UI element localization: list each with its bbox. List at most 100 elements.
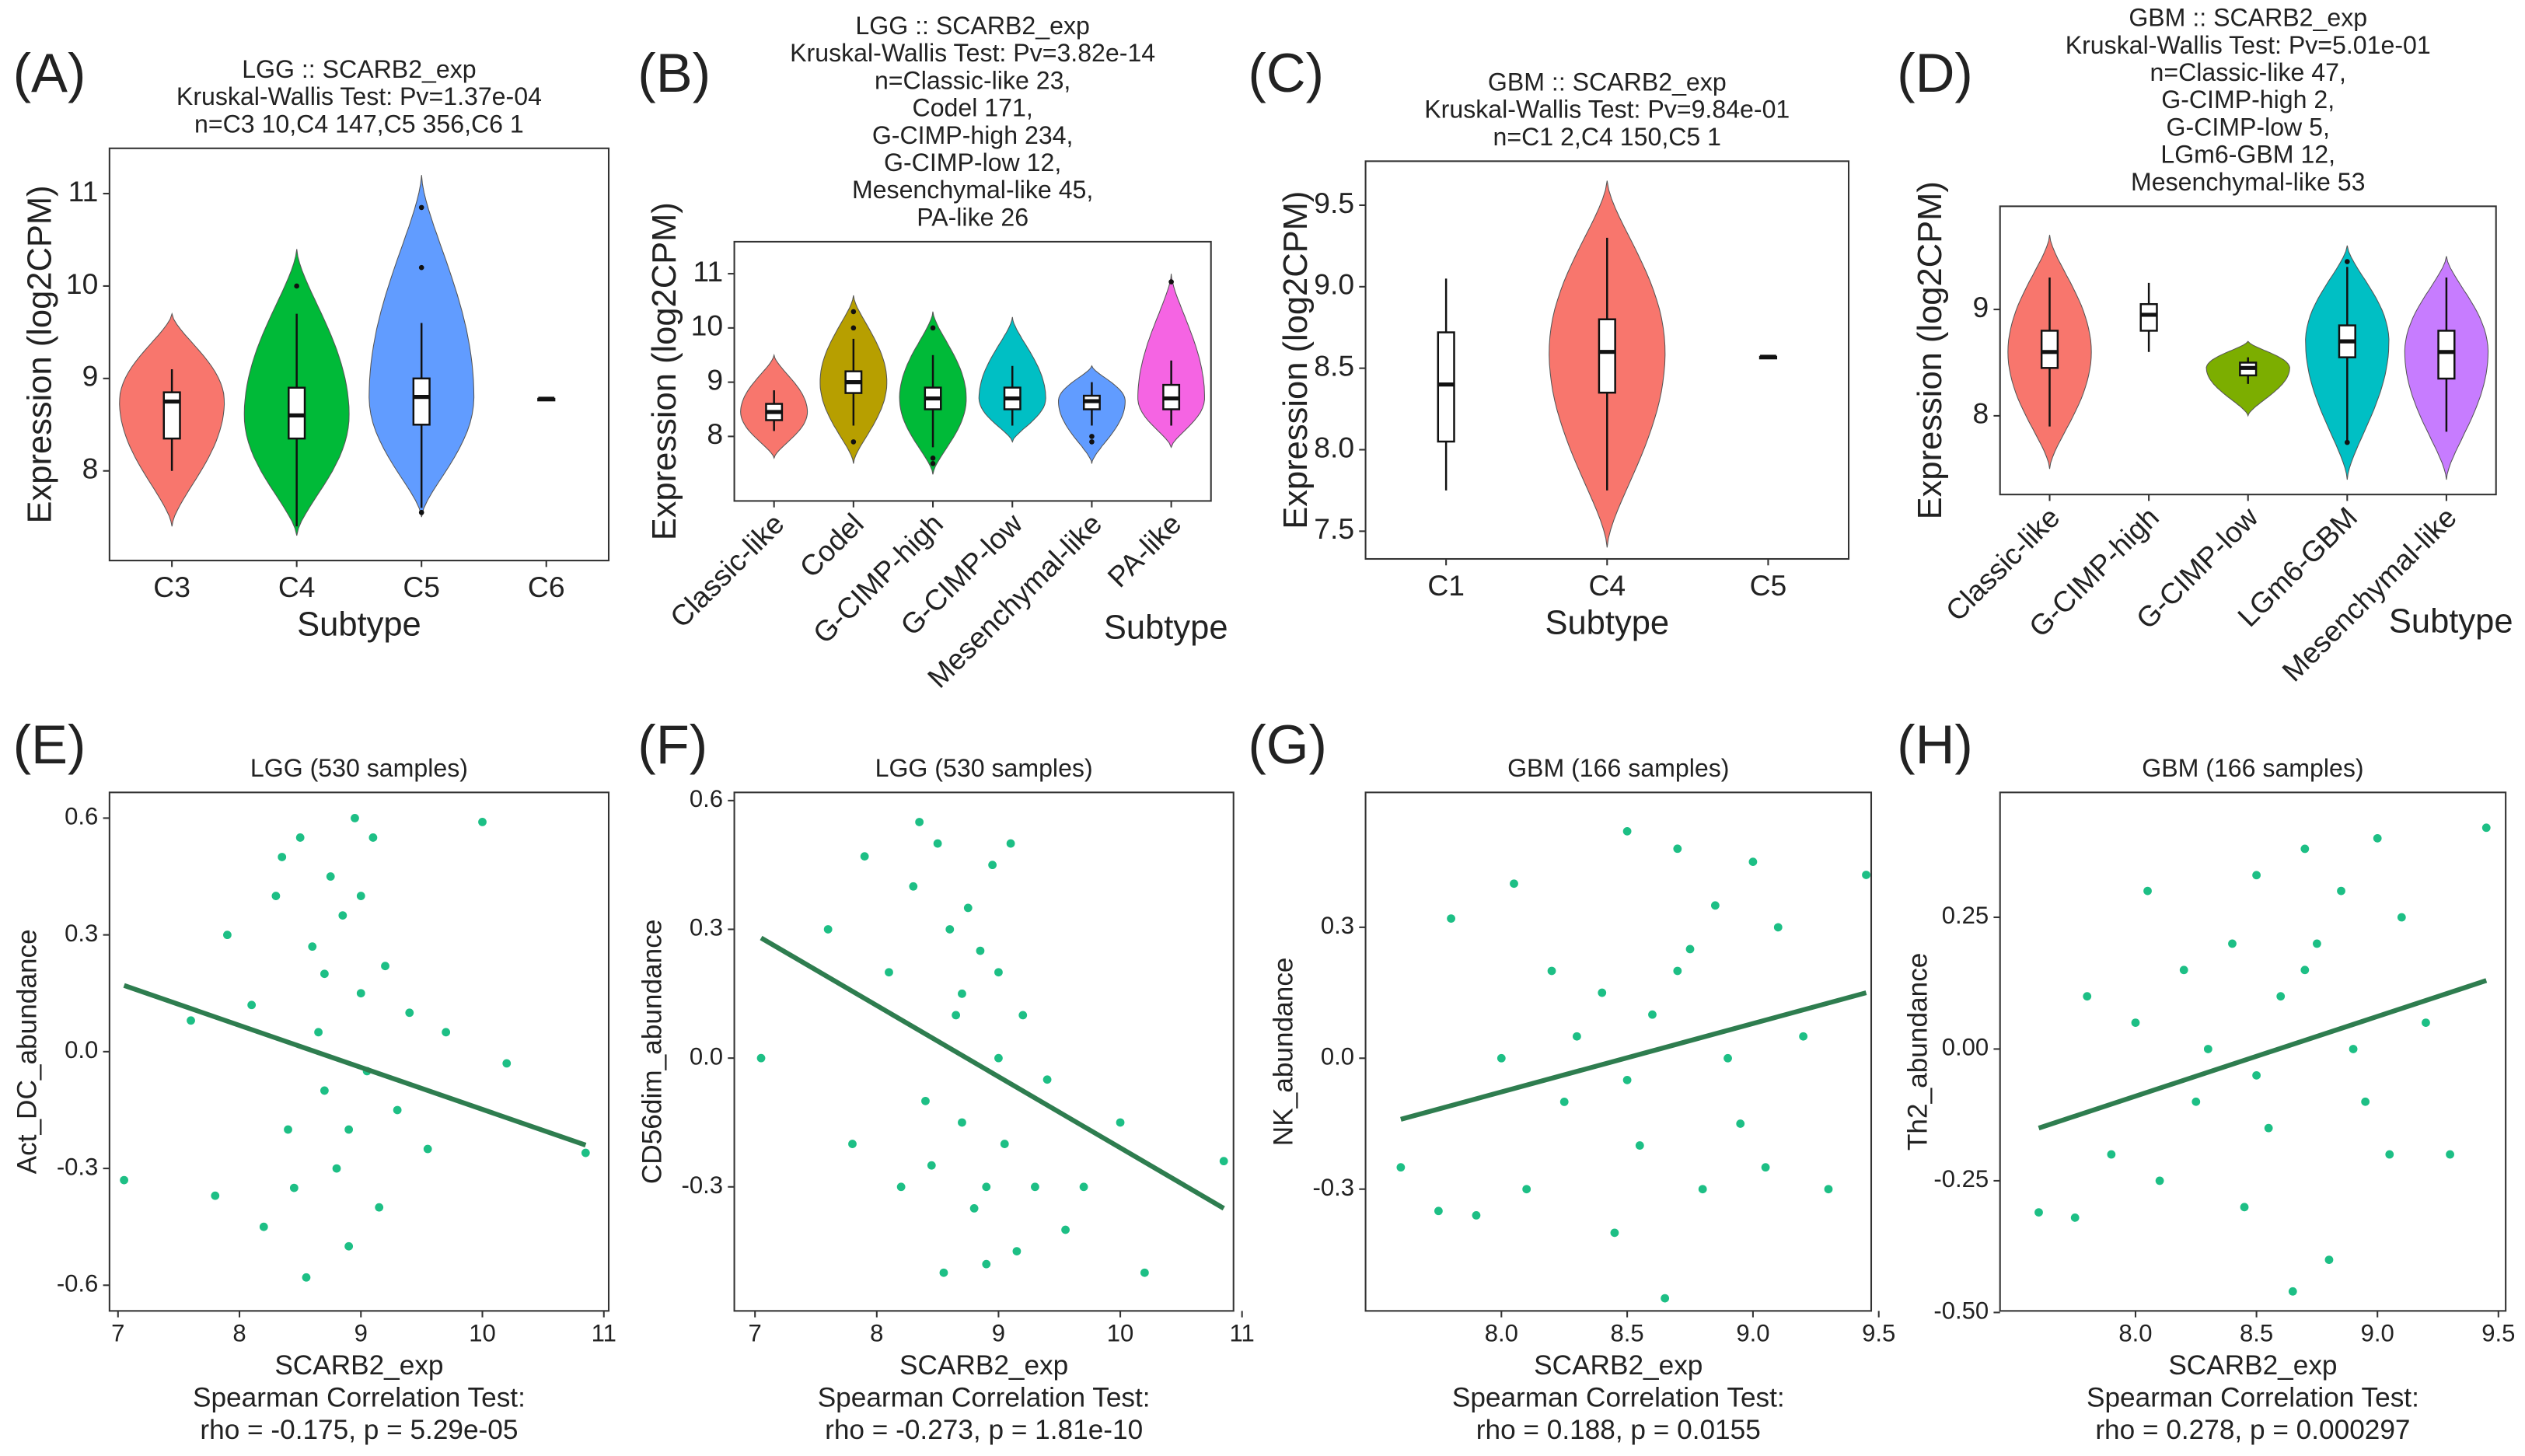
- point: [2397, 913, 2406, 922]
- point: [1773, 923, 1783, 932]
- x-tick-label: 8.0: [1485, 1320, 1518, 1347]
- point: [1116, 1118, 1125, 1127]
- x-tick-label: 8.5: [2240, 1320, 2273, 1347]
- point: [1648, 1010, 1657, 1019]
- point: [823, 925, 833, 934]
- point: [344, 1125, 354, 1134]
- plot-frame: [1364, 791, 1873, 1312]
- y-axis-label: Expression (log2CPM): [21, 185, 58, 523]
- x-axis-label: SCARB2_exp: [2168, 1350, 2337, 1381]
- x-tick-label: Codel: [793, 507, 870, 584]
- point: [302, 1273, 311, 1282]
- y-tick-label: 11: [68, 175, 99, 208]
- outlier: [850, 309, 857, 315]
- outlier: [1089, 439, 1095, 445]
- point: [1006, 839, 1015, 848]
- point: [2203, 1045, 2212, 1053]
- panel-label: (C): [1248, 42, 1324, 103]
- panel-label: (G): [1248, 714, 1327, 775]
- panel-title: GBM :: SCARB2_exp: [1488, 68, 1727, 96]
- point: [1610, 1228, 1619, 1238]
- point: [1824, 1185, 1833, 1194]
- point: [1559, 1098, 1569, 1106]
- fit-line: [1400, 990, 1867, 1122]
- point: [952, 1011, 961, 1020]
- outlier: [930, 325, 936, 331]
- point: [2131, 1018, 2140, 1027]
- x-tick-label: 9.5: [1862, 1320, 1895, 1347]
- point: [356, 892, 365, 900]
- y-tick-label: 0.25: [1942, 902, 1989, 929]
- point: [860, 852, 869, 861]
- point: [2276, 992, 2286, 1001]
- point: [1434, 1206, 1443, 1216]
- panel-title: Codel 171,: [913, 94, 1033, 122]
- point: [1748, 857, 1758, 867]
- point: [2361, 1097, 2370, 1106]
- y-tick-label: 8: [82, 452, 99, 485]
- panel-label: (A): [13, 42, 86, 103]
- panel-title: Kruskal-Wallis Test: Pv=3.82e-14: [790, 39, 1155, 67]
- plot-frame: [1999, 791, 2507, 1312]
- y-tick-label: 10: [691, 309, 723, 342]
- point: [295, 833, 305, 842]
- point: [945, 925, 955, 934]
- x-tick-label: C4: [278, 571, 316, 603]
- point: [332, 1164, 341, 1173]
- x-tick-label: 8: [232, 1320, 246, 1347]
- y-tick-label: -0.3: [57, 1153, 99, 1180]
- point: [2313, 939, 2321, 948]
- point: [1799, 1032, 1808, 1041]
- point: [2143, 886, 2152, 896]
- x-tick-label: 9: [992, 1320, 1005, 1347]
- box: [2437, 330, 2456, 380]
- fit-line: [123, 983, 587, 1147]
- point: [2288, 1287, 2297, 1296]
- point: [2385, 1150, 2394, 1159]
- point: [2228, 939, 2237, 948]
- point: [1661, 1294, 1670, 1303]
- point: [2179, 965, 2188, 975]
- point: [1510, 879, 1518, 889]
- x-tick-label: 9.5: [2481, 1320, 2515, 1347]
- y-tick-label: 9: [1972, 291, 1989, 323]
- y-tick-label: 9.0: [1314, 268, 1354, 301]
- panel-title: G-CIMP-high 234,: [872, 121, 1074, 149]
- x-axis-label: SCARB2_exp: [899, 1350, 1068, 1381]
- point: [1496, 1053, 1506, 1063]
- box: [412, 377, 431, 426]
- point: [1042, 1075, 1052, 1084]
- panel-title: n=C1 2,C4 150,C5 1: [1493, 123, 1722, 151]
- point: [314, 1028, 323, 1037]
- y-tick-label: 9.5: [1314, 187, 1354, 219]
- point: [1761, 1163, 1770, 1172]
- y-tick-label: -0.50: [1933, 1297, 1989, 1325]
- panel-title: PA-like 26: [917, 203, 1029, 231]
- y-tick-label: 10: [66, 267, 98, 300]
- point: [982, 1182, 991, 1192]
- y-tick-label: -0.6: [57, 1270, 99, 1297]
- outlier: [930, 455, 936, 461]
- x-axis-label: Subtype: [1104, 609, 1228, 647]
- point: [2324, 1255, 2334, 1264]
- panel-label: (F): [637, 714, 707, 775]
- x-tick-label: 8.5: [1611, 1320, 1644, 1347]
- box: [2139, 302, 2158, 332]
- panel: (H) GBM (166 samples) 0.25 0.00 -0.25 -0.50 Th…: [1897, 714, 2515, 1445]
- panel-title: Kruskal-Wallis Test: Pv=9.84e-01: [1424, 96, 1790, 124]
- panel-title: LGm6-GBM 12,: [2160, 141, 2335, 169]
- x-tick-label: 8: [870, 1320, 883, 1347]
- y-tick-label: 0.6: [65, 803, 98, 830]
- point: [1472, 1211, 1481, 1220]
- outlier: [294, 283, 299, 289]
- panel-title: LGG :: SCARB2_exp: [855, 12, 1089, 40]
- point: [896, 1182, 906, 1192]
- point: [308, 942, 317, 951]
- y-tick-label: 0.3: [690, 914, 723, 941]
- y-axis-label: NK_abundance: [1268, 957, 1298, 1146]
- point: [963, 903, 973, 913]
- point: [289, 1183, 299, 1192]
- x-tick-label: Mesenchymal-like: [2275, 501, 2463, 688]
